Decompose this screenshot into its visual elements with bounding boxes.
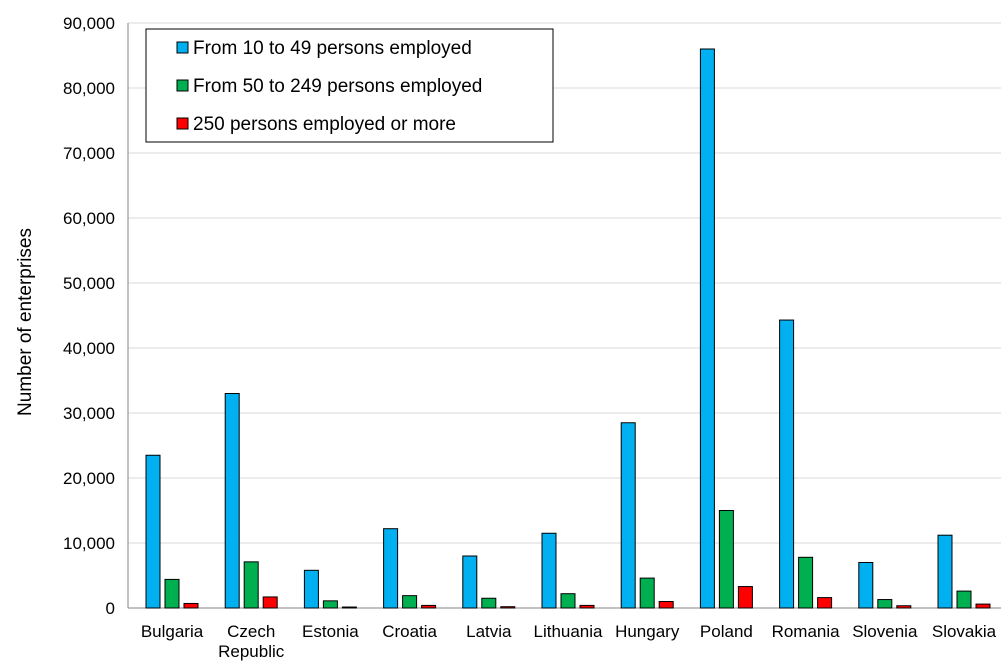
bar [639,577,655,609]
legend-swatch [176,41,189,54]
x-tick-label: Poland [700,622,753,641]
bar [183,602,199,609]
bar [481,597,497,609]
x-tick-label: Czech Republic [218,622,285,661]
bar [262,596,278,609]
bar [620,422,636,609]
bar [798,556,814,609]
bar [243,561,259,609]
x-tick-label: Latvia [466,622,512,641]
bar [779,319,795,609]
y-tick-label: 20,000 [63,469,115,488]
bar [579,604,595,609]
legend-swatch [176,117,189,130]
bar [322,600,338,609]
y-tick-label: 70,000 [63,144,115,163]
bar [164,578,180,609]
y-tick-label: 50,000 [63,274,115,293]
bar [383,528,399,609]
x-tick-label: Hungary [615,622,680,641]
y-tick-label: 30,000 [63,404,115,423]
legend-swatch [176,79,189,92]
x-tick-label: Estonia [302,622,359,641]
legend: From 10 to 49 persons employed From 50 to… [145,28,554,143]
bar [145,454,161,609]
bars [145,48,991,609]
bar [402,595,418,609]
y-axis-label: Number of enterprises [15,228,36,416]
legend-box [145,28,554,143]
bar [896,605,912,609]
bar [224,393,240,609]
bar [699,48,715,609]
category-labels: Bulgaria Czech Republic Estonia Croatia Latvi… [141,622,997,661]
x-tick-label: Lithuania [533,622,603,641]
bar [975,603,991,609]
bar [341,606,357,609]
bar [560,593,576,609]
bar [937,534,953,609]
x-tick-label: Slovenia [852,622,918,641]
y-tick-labels: 0 10,000 20,000 30,000 40,000 50,000 60,000 70,… [63,14,115,618]
x-tick-label: Slovakia [932,622,997,641]
bar [877,599,893,609]
legend-label: From 50 to 249 persons employed [193,76,482,97]
bar [956,590,972,609]
legend-label: From 10 to 49 persons employed [193,38,472,59]
bar [658,601,674,609]
y-tick-label: 80,000 [63,79,115,98]
y-tick-label: 60,000 [63,209,115,228]
bar [737,586,753,609]
bar [500,606,516,609]
bar [718,510,734,609]
bar [421,604,437,609]
bar [817,597,833,609]
y-tick-label: 90,000 [63,14,115,33]
x-tick-label: Romania [772,622,841,641]
x-tick-label: Bulgaria [141,622,204,641]
bar [462,555,478,609]
bar [303,569,319,609]
x-tick-label: Croatia [382,622,437,641]
gridlines [128,22,1001,544]
bar [541,532,557,609]
legend-label: 250 persons employed or more [193,114,456,135]
y-tick-label: 10,000 [63,534,115,553]
y-tick-label: 0 [106,599,115,618]
y-tick-label: 40,000 [63,339,115,358]
bar [858,562,874,609]
